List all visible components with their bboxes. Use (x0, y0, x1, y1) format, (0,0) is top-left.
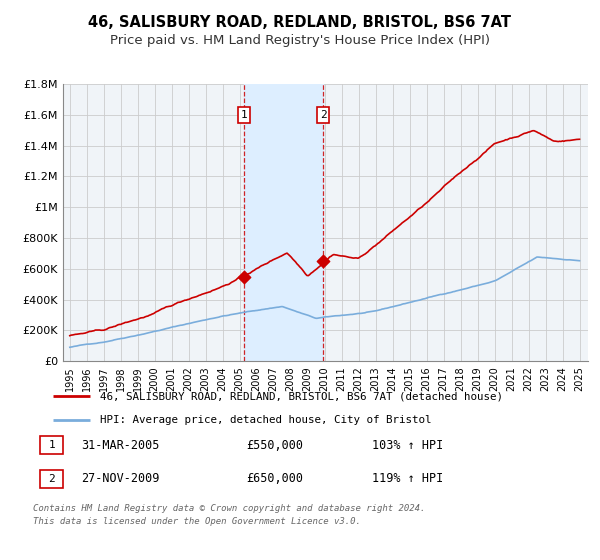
Point (319, 256, 328, 265)
Text: £550,000: £550,000 (246, 438, 303, 452)
Text: 2: 2 (320, 110, 326, 120)
Text: This data is licensed under the Open Government Licence v3.0.: This data is licensed under the Open Gov… (33, 517, 361, 526)
Text: 27-NOV-2009: 27-NOV-2009 (81, 472, 160, 486)
Text: 1: 1 (48, 440, 55, 450)
Text: 103% ↑ HPI: 103% ↑ HPI (372, 438, 443, 452)
Text: 1: 1 (241, 110, 247, 120)
Text: 46, SALISBURY ROAD, REDLAND, BRISTOL, BS6 7AT: 46, SALISBURY ROAD, REDLAND, BRISTOL, BS… (89, 15, 511, 30)
Text: HPI: Average price, detached house, City of Bristol: HPI: Average price, detached house, City… (100, 415, 431, 425)
Text: £650,000: £650,000 (246, 472, 303, 486)
Text: Contains HM Land Registry data © Crown copyright and database right 2024.: Contains HM Land Registry data © Crown c… (33, 504, 425, 513)
Text: 31-MAR-2005: 31-MAR-2005 (81, 438, 160, 452)
Text: 2: 2 (48, 474, 55, 484)
Bar (244, 84, 323, 361)
Text: 119% ↑ HPI: 119% ↑ HPI (372, 472, 443, 486)
Text: 46, SALISBURY ROAD, REDLAND, BRISTOL, BS6 7AT (detached house): 46, SALISBURY ROAD, REDLAND, BRISTOL, BS… (100, 391, 503, 402)
Point (239, 272, 249, 281)
Text: Price paid vs. HM Land Registry's House Price Index (HPI): Price paid vs. HM Land Registry's House … (110, 34, 490, 47)
